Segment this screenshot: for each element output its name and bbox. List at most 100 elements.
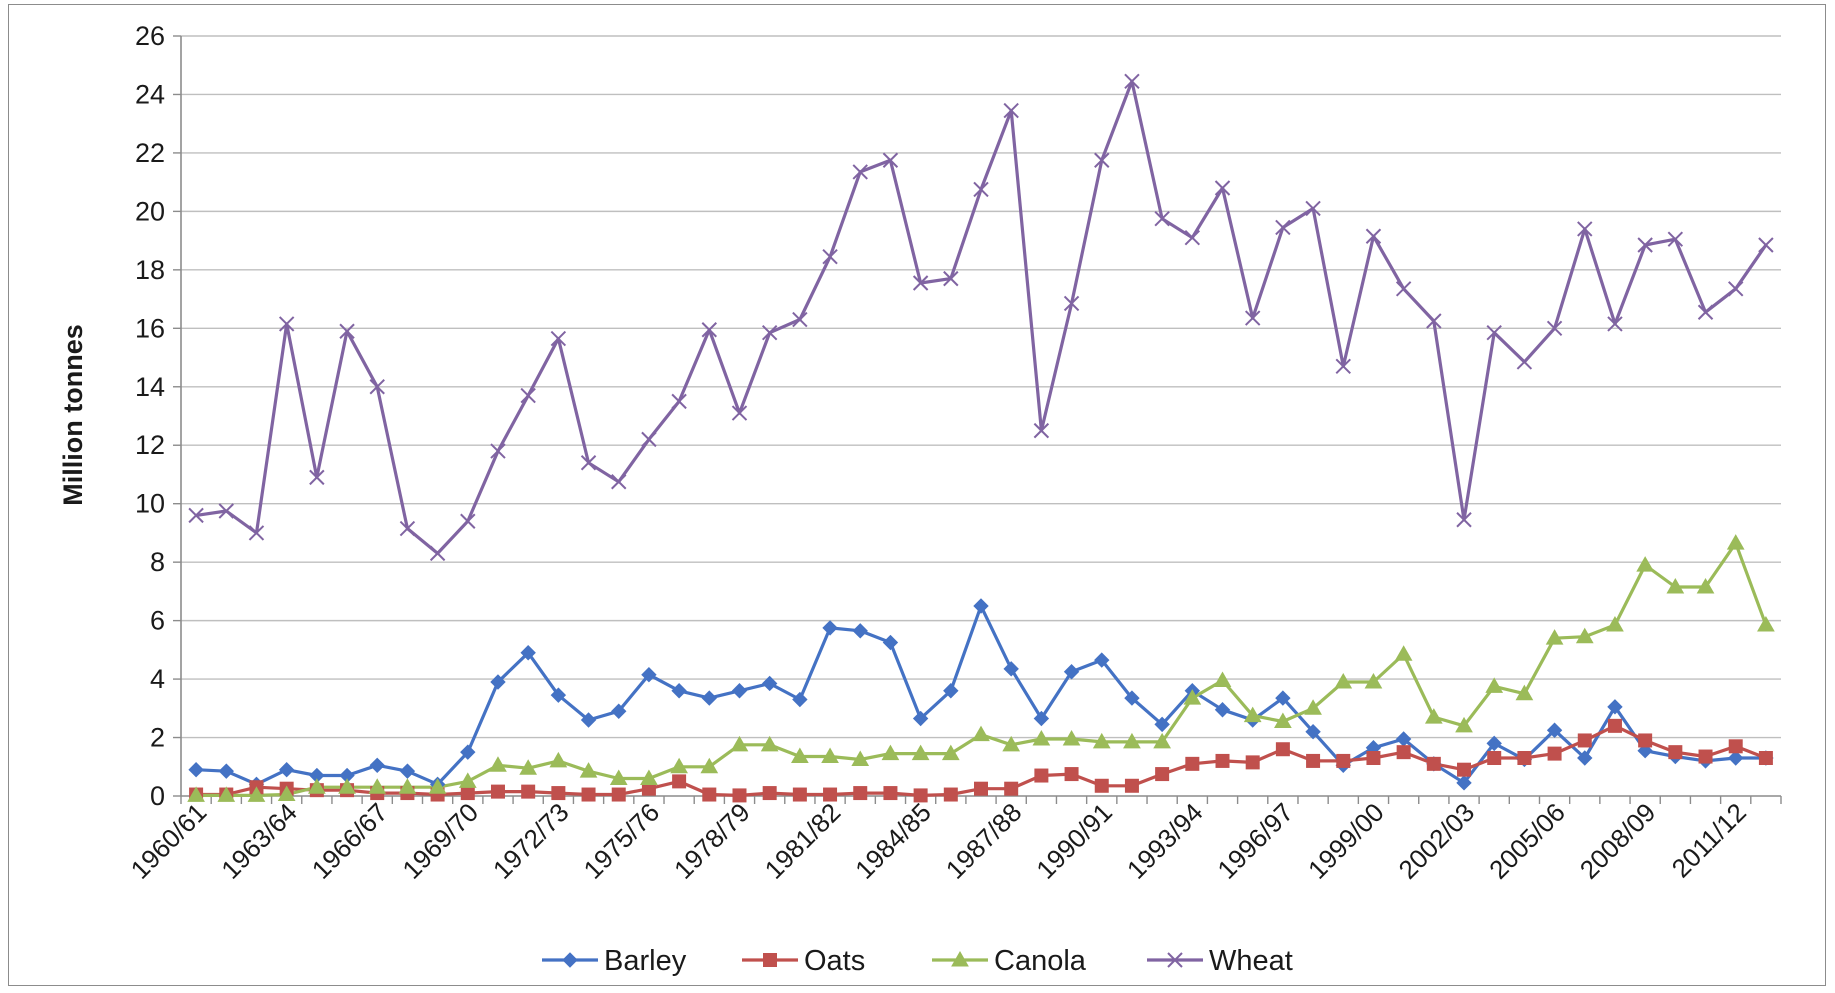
- data-point-canola: [398, 778, 417, 794]
- data-point-wheat: [701, 322, 718, 338]
- data-point-wheat: [1244, 310, 1261, 326]
- data-point-wheat: [1486, 324, 1502, 341]
- data-point-barley: [1275, 690, 1291, 706]
- data-point-wheat: [278, 316, 295, 332]
- data-point-oats: [1396, 745, 1411, 760]
- data-point-barley: [641, 666, 657, 683]
- data-point-oats: [1185, 756, 1200, 771]
- data-point-canola: [1002, 735, 1021, 752]
- data-point-wheat: [188, 507, 204, 524]
- data-point-oats: [1245, 755, 1260, 770]
- data-point-canola: [640, 769, 658, 785]
- data-point-canola: [1424, 708, 1443, 724]
- data-point-oats: [490, 784, 505, 799]
- data-point-oats: [1607, 718, 1622, 733]
- data-point-oats: [1698, 749, 1713, 764]
- data-point-canola: [1485, 677, 1504, 693]
- data-point-wheat: [1395, 281, 1412, 297]
- data-point-wheat: [399, 520, 416, 537]
- legend-item-wheat: Wheat: [1147, 945, 1293, 977]
- data-point-oats: [853, 786, 868, 801]
- x-tick-label: 1984/85: [849, 797, 937, 885]
- data-point-canola: [1153, 732, 1171, 749]
- legend-item-oats: Oats: [742, 945, 865, 977]
- data-point-wheat: [520, 387, 536, 404]
- data-point-wheat: [1003, 102, 1019, 119]
- x-tick-label: 2005/06: [1483, 797, 1571, 885]
- data-point-oats: [1638, 733, 1653, 748]
- data-point-canola: [307, 778, 326, 794]
- data-point-canola: [1455, 716, 1473, 733]
- data-point-barley: [882, 634, 899, 651]
- data-point-barley: [399, 763, 416, 779]
- data-point-oats: [1275, 742, 1290, 757]
- y-tick-label: 18: [135, 255, 165, 285]
- data-point-canola: [1243, 706, 1262, 723]
- data-point-wheat: [339, 323, 355, 339]
- y-tick-label: 4: [150, 664, 165, 694]
- data-point-oats: [611, 787, 626, 802]
- data-point-oats: [792, 787, 807, 802]
- data-point-barley: [731, 683, 748, 699]
- data-point-canola: [247, 786, 266, 802]
- data-point-wheat: [490, 443, 506, 459]
- data-point-canola: [1032, 729, 1051, 746]
- data-point-oats: [732, 788, 747, 803]
- data-point-barley: [701, 690, 718, 706]
- data-point-oats: [1728, 739, 1743, 754]
- data-point-wheat: [1607, 316, 1623, 332]
- legend-label-wheat: Wheat: [1209, 945, 1293, 977]
- y-tick-label: 12: [135, 430, 165, 460]
- data-point-wheat: [369, 379, 385, 395]
- data-point-wheat: [1456, 512, 1472, 528]
- data-point-barley: [460, 744, 476, 760]
- data-point-wheat: [1094, 152, 1110, 168]
- data-point-oats: [1336, 753, 1351, 768]
- data-point-canola: [1364, 672, 1383, 689]
- data-point-barley: [973, 598, 989, 614]
- data-point-canola: [519, 759, 538, 775]
- data-point-wheat: [429, 545, 446, 562]
- data-point-wheat: [248, 525, 265, 541]
- data-point-canola: [187, 786, 205, 802]
- data-point-barley: [761, 675, 778, 692]
- data-point-canola: [1726, 534, 1745, 550]
- y-axis-title: Million tonnes: [58, 324, 88, 506]
- data-point-barley: [1577, 750, 1593, 766]
- data-point-oats: [1124, 778, 1139, 793]
- legend-marker-barley: [562, 952, 578, 968]
- data-point-wheat: [1546, 320, 1563, 337]
- data-point-barley: [1003, 661, 1019, 677]
- gridlines: [181, 35, 1781, 739]
- data-point-oats: [1034, 768, 1049, 783]
- data-point-barley: [1305, 723, 1321, 740]
- data-point-wheat: [1063, 295, 1080, 312]
- y-tick-label: 14: [135, 372, 165, 402]
- y-tick-label: 10: [135, 489, 165, 519]
- data-point-oats: [1094, 778, 1109, 793]
- data-point-oats: [1306, 753, 1321, 768]
- x-tick-label: 1963/64: [215, 797, 303, 885]
- data-point-oats: [823, 787, 838, 802]
- data-point-wheat: [1728, 281, 1744, 297]
- x-tick-label: 2008/09: [1574, 797, 1662, 885]
- x-tick-label: 1987/88: [940, 797, 1028, 885]
- data-point-oats: [913, 788, 928, 803]
- data-point-oats: [1366, 751, 1381, 765]
- data-point-barley: [1728, 750, 1744, 766]
- x-tick-label: 1969/70: [396, 797, 484, 885]
- legend-label-canola: Canola: [994, 945, 1087, 977]
- data-point-barley: [1214, 702, 1231, 718]
- data-point-oats: [460, 786, 475, 801]
- data-point-oats: [521, 784, 536, 799]
- data-point-oats: [762, 786, 777, 801]
- data-point-barley: [943, 683, 959, 699]
- data-point-canola: [1606, 615, 1624, 632]
- data-point-wheat: [1335, 358, 1351, 375]
- data-point-barley: [188, 761, 204, 778]
- data-point-oats: [1517, 751, 1532, 765]
- data-point-canola: [791, 747, 809, 764]
- y-tick-label: 0: [150, 781, 165, 811]
- x-tick-label: 1990/91: [1030, 797, 1118, 885]
